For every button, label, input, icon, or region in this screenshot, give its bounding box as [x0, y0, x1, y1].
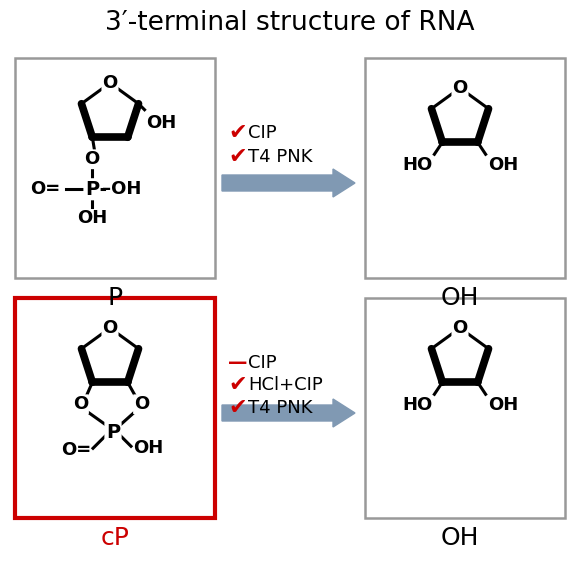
Text: O: O — [72, 395, 88, 413]
Text: ✔: ✔ — [228, 123, 246, 143]
Text: P: P — [107, 286, 122, 310]
Text: OH: OH — [488, 156, 518, 174]
Bar — [365, 298, 565, 518]
Text: OH: OH — [441, 286, 479, 310]
FancyArrow shape — [222, 169, 355, 197]
Text: OH: OH — [133, 439, 163, 457]
Text: T4 PNK: T4 PNK — [248, 148, 313, 166]
Text: O: O — [84, 150, 100, 168]
Text: 3′-terminal structure of RNA: 3′-terminal structure of RNA — [105, 10, 475, 36]
Text: CIP: CIP — [248, 354, 277, 372]
Text: O=: O= — [61, 441, 91, 460]
Text: HO: HO — [402, 156, 432, 174]
Bar — [15, 298, 215, 518]
Text: HO: HO — [402, 397, 432, 414]
Text: O: O — [452, 319, 467, 337]
Text: HCl+CIP: HCl+CIP — [248, 376, 322, 394]
Text: O: O — [134, 395, 149, 413]
Text: P: P — [85, 180, 99, 199]
Text: OH: OH — [77, 209, 107, 227]
Text: ✔: ✔ — [228, 375, 246, 395]
Text: ✔: ✔ — [228, 398, 246, 418]
Text: OH: OH — [441, 526, 479, 550]
Text: P: P — [106, 423, 120, 442]
FancyArrow shape — [222, 399, 355, 427]
Text: O=: O= — [30, 180, 60, 198]
Text: —: — — [228, 354, 248, 372]
Bar — [365, 58, 565, 278]
Text: OH: OH — [147, 113, 177, 132]
Text: OH: OH — [488, 397, 518, 414]
Text: O: O — [452, 79, 467, 97]
Text: ✔: ✔ — [228, 147, 246, 167]
Text: cP: cP — [100, 526, 129, 550]
Text: O: O — [103, 74, 118, 92]
Bar — [15, 58, 215, 278]
Text: CIP: CIP — [248, 124, 277, 142]
Text: T4 PNK: T4 PNK — [248, 399, 313, 417]
Text: –OH: –OH — [102, 180, 142, 198]
Text: O: O — [103, 319, 118, 337]
